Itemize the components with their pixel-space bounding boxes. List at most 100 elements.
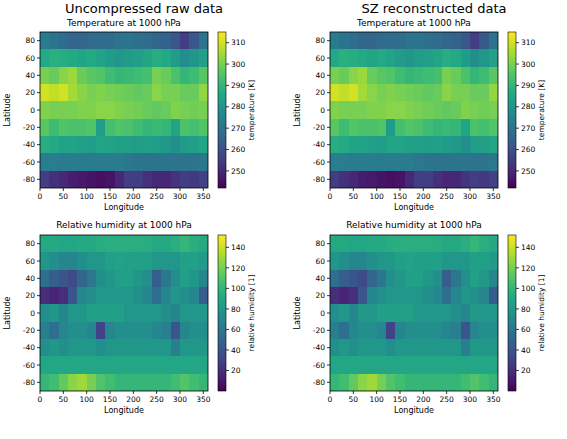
colorbar	[508, 32, 516, 188]
y-tick	[37, 278, 40, 279]
heat-cell	[395, 67, 405, 85]
heat-cell	[349, 153, 359, 171]
heat-cell	[489, 235, 498, 253]
heat-cell	[105, 67, 115, 85]
heat-cell	[470, 374, 480, 391]
heat-cell	[152, 67, 162, 85]
colorbar-tick-label: 60	[521, 325, 531, 334]
heat-cell	[330, 101, 340, 119]
heat-cell	[77, 322, 87, 340]
heat-cell	[395, 322, 405, 340]
colorbar-tick-label: 40	[231, 346, 241, 355]
heat-cell	[423, 270, 433, 288]
heat-cell	[115, 287, 125, 305]
heat-cell	[386, 171, 396, 188]
heat-cell	[405, 171, 415, 188]
heat-cell	[124, 252, 134, 270]
heat-cell	[152, 339, 162, 357]
heat-cell	[87, 171, 97, 188]
y-tick	[327, 347, 330, 348]
colorbar-tick-label: 250	[521, 167, 536, 176]
column-title: Uncompressed raw data	[65, 1, 223, 16]
y-tick	[37, 243, 40, 244]
x-tick-label: 100	[370, 192, 385, 201]
heat-cell	[414, 322, 424, 340]
heat-cell	[124, 235, 134, 253]
heat-cell	[68, 356, 78, 374]
heat-cell	[423, 119, 433, 137]
heat-cell	[152, 153, 162, 171]
colorbar-tick	[226, 349, 229, 350]
heat-cell	[395, 119, 405, 137]
colorbar-tick	[516, 106, 519, 107]
heat-cell	[423, 171, 433, 188]
heat-cell	[339, 171, 349, 188]
colorbar-frame	[218, 32, 226, 188]
heat-cell	[115, 252, 125, 270]
heat-cell	[405, 67, 415, 85]
heat-cell	[40, 304, 50, 322]
heat-cell	[199, 67, 208, 85]
colorbar-tick	[226, 42, 229, 43]
colorbar-tick-label: 260	[521, 145, 536, 154]
heat-cell	[423, 287, 433, 305]
y-tick	[37, 110, 40, 111]
heat-cell	[489, 287, 498, 305]
colorbar-tick	[226, 85, 229, 86]
heat-cell	[367, 49, 377, 67]
y-tick-label: 0	[320, 309, 325, 318]
heat-cell	[358, 32, 368, 50]
colorbar-tick-label: 40	[521, 346, 531, 355]
x-tick-label: 0	[328, 192, 333, 201]
heat-cell	[479, 136, 489, 154]
heat-cell	[124, 171, 134, 188]
heat-cell	[189, 270, 199, 288]
heat-cell	[199, 304, 208, 322]
heat-cell	[124, 32, 134, 50]
heat-cell	[49, 67, 59, 85]
heat-cell	[189, 32, 199, 50]
y-tick	[37, 162, 40, 163]
heat-cell	[68, 304, 78, 322]
heat-cell	[414, 270, 424, 288]
heat-cell	[349, 136, 359, 154]
heat-cell	[143, 322, 153, 340]
heat-cell	[349, 171, 359, 188]
y-tick-label: 20	[25, 88, 35, 97]
heat-cell	[423, 252, 433, 270]
heat-cell	[180, 49, 190, 67]
x-tick-label: 150	[393, 192, 408, 201]
heat-cell	[87, 32, 97, 50]
heat-cell	[489, 84, 498, 102]
colorbar-tick-label: 290	[231, 81, 246, 90]
heat-cell	[105, 101, 115, 119]
panel: Relative humidity at 1000 hPa05010015020…	[3, 220, 256, 415]
heat-cell	[199, 153, 208, 171]
heat-cell	[87, 119, 97, 137]
heat-cell	[124, 304, 134, 322]
heat-cell	[68, 287, 78, 305]
heat-cell	[143, 153, 153, 171]
heat-cell	[49, 374, 59, 391]
heat-cell	[87, 356, 97, 374]
heat-cell	[405, 252, 415, 270]
heat-cell	[358, 84, 368, 102]
heat-cell	[367, 322, 377, 340]
heat-cell	[189, 171, 199, 188]
heat-cell	[77, 356, 87, 374]
heat-cell	[199, 339, 208, 357]
heat-cell	[87, 101, 97, 119]
heat-cell	[451, 374, 461, 391]
heat-cell	[386, 304, 396, 322]
heat-cell	[330, 304, 340, 322]
y-axis-title: Latitude	[3, 296, 12, 329]
heat-cell	[349, 101, 359, 119]
colorbar-tick	[516, 64, 519, 65]
heat-cell	[489, 304, 498, 322]
heat-cell	[451, 270, 461, 288]
x-tick-label: 50	[59, 192, 69, 201]
heat-cell	[161, 270, 171, 288]
heat-cell	[451, 136, 461, 154]
heat-cell	[451, 339, 461, 357]
heat-cell	[161, 153, 171, 171]
